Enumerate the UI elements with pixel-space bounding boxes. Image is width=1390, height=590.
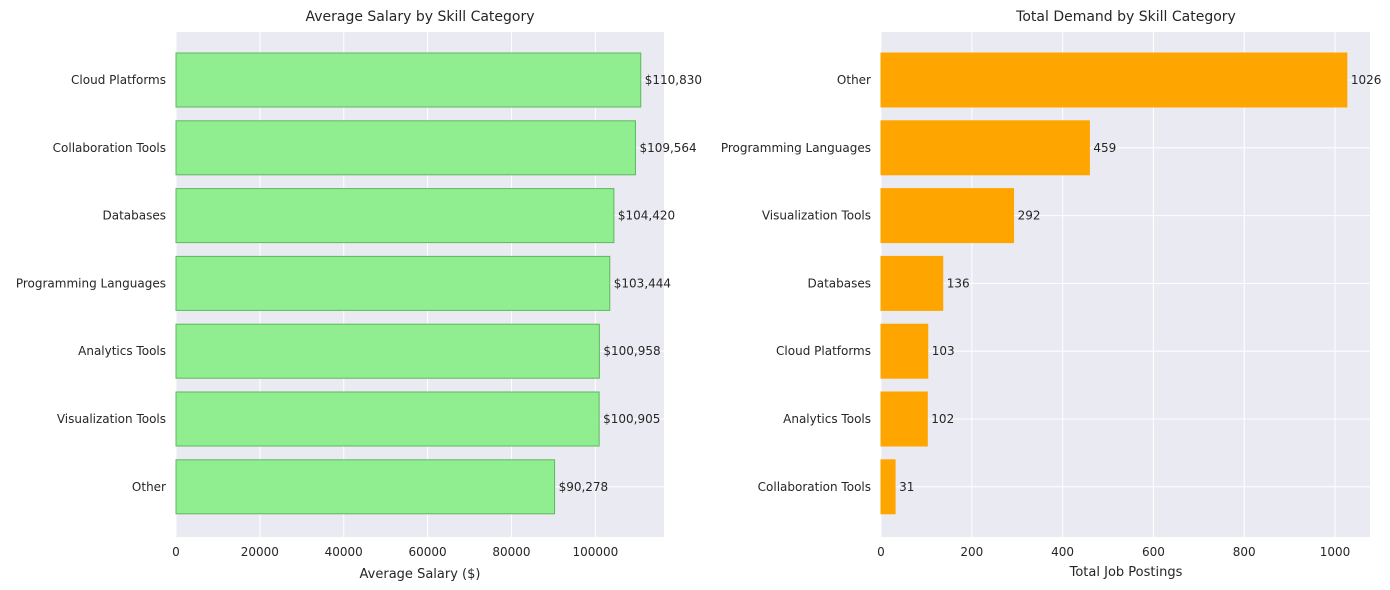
demand-xtick-label: 600 [1142, 545, 1165, 559]
demand-data-label: 31 [899, 480, 914, 494]
demand-xtick-label: 400 [1051, 545, 1074, 559]
demand-category-label: Programming Languages [721, 141, 871, 155]
salary-chart-title: Average Salary by Skill Category [305, 9, 534, 25]
demand-bar [880, 188, 1015, 244]
salary-data-label: $104,420 [618, 209, 675, 223]
demand-xtick-label: 0 [877, 545, 885, 559]
demand-data-label: 459 [1093, 141, 1116, 155]
demand-category-label: Collaboration Tools [758, 480, 871, 494]
salary-chart: Average Salary by Skill Category Average… [16, 9, 702, 582]
demand-bar [880, 323, 929, 379]
demand-bar [880, 120, 1090, 176]
salary-category-label: Cloud Platforms [71, 73, 166, 87]
salary-xtick-label: 60000 [409, 545, 447, 559]
demand-data-label: 103 [932, 344, 955, 358]
demand-xtick-label: 1000 [1320, 545, 1351, 559]
demand-bar [880, 52, 1348, 108]
demand-plot-area [881, 32, 1370, 537]
salary-category-label: Programming Languages [16, 276, 166, 290]
demand-xtick-label: 800 [1233, 545, 1256, 559]
salary-chart-xlabel: Average Salary ($) [360, 567, 481, 582]
demand-data-label: 136 [947, 276, 970, 290]
demand-data-label: 292 [1018, 209, 1041, 223]
salary-xtick-label: 20000 [241, 545, 279, 559]
demand-category-label: Analytics Tools [783, 412, 871, 426]
salary-xtick-label: 40000 [325, 545, 363, 559]
demand-chart-xlabel: Total Job Postings [1069, 565, 1183, 580]
salary-xtick-label: 100000 [572, 545, 618, 559]
salary-data-label: $90,278 [559, 480, 609, 494]
demand-chart-title: Total Demand by Skill Category [1015, 9, 1236, 25]
demand-chart: Total Demand by Skill Category Total Job… [721, 9, 1382, 580]
salary-bar [175, 391, 600, 447]
demand-category-label: Databases [807, 276, 871, 290]
salary-data-label: $109,564 [639, 141, 696, 155]
salary-category-label: Visualization Tools [57, 412, 166, 426]
demand-bar [880, 459, 896, 515]
salary-bar [175, 188, 615, 244]
salary-xtick-label: 0 [172, 545, 180, 559]
salary-bar [175, 120, 636, 176]
salary-xtick-label: 80000 [492, 545, 530, 559]
demand-category-label: Other [837, 73, 871, 87]
salary-bar [175, 459, 556, 515]
salary-data-label: $100,958 [603, 344, 660, 358]
salary-category-label: Other [132, 480, 166, 494]
demand-data-label: 102 [931, 412, 954, 426]
salary-data-label: $110,830 [645, 73, 702, 87]
salary-bar [175, 52, 642, 108]
salary-bar [175, 323, 600, 379]
demand-category-label: Visualization Tools [762, 209, 871, 223]
demand-xtick-label: 200 [960, 545, 983, 559]
salary-data-label: $103,444 [614, 276, 671, 290]
salary-category-label: Collaboration Tools [53, 141, 166, 155]
demand-category-label: Cloud Platforms [776, 344, 871, 358]
salary-data-label: $100,905 [603, 412, 660, 426]
salary-category-label: Analytics Tools [78, 344, 166, 358]
demand-data-label: 1026 [1351, 73, 1382, 87]
demand-bar [880, 391, 928, 447]
salary-bar [175, 255, 611, 311]
salary-category-label: Databases [102, 209, 166, 223]
demand-bar [880, 255, 944, 311]
